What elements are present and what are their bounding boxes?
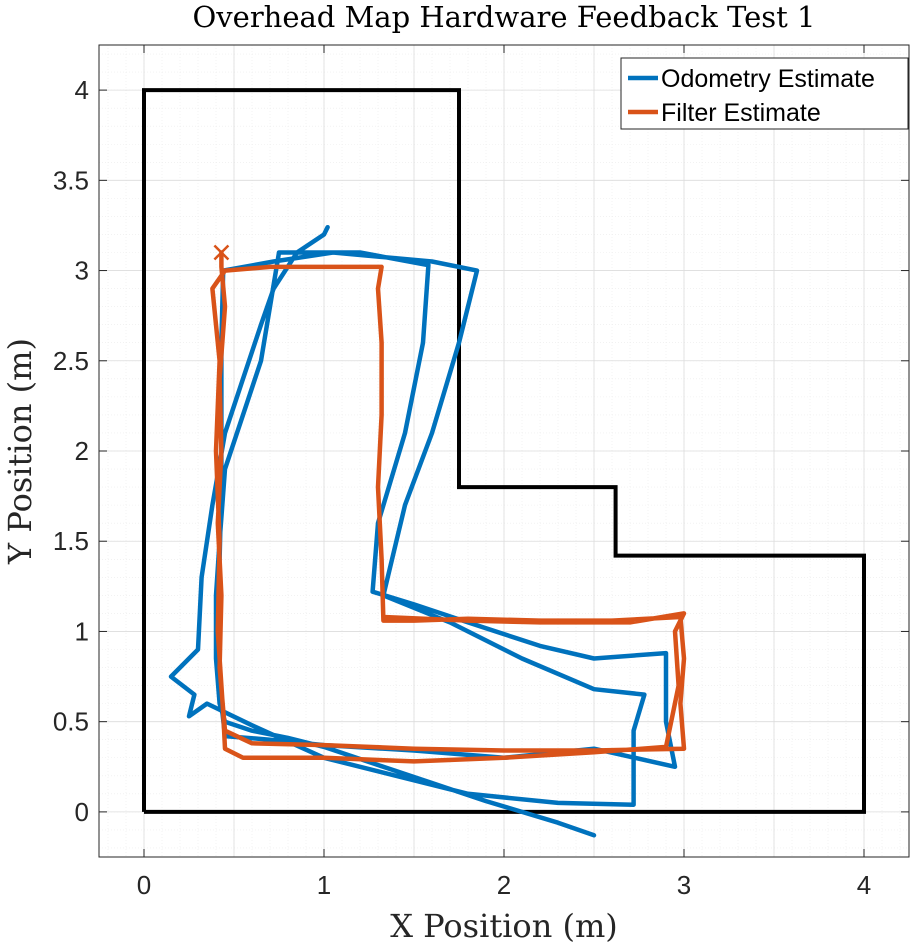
y-tick-label: 1.5 — [53, 526, 89, 556]
filter-estimate-line — [210, 250, 687, 764]
y-tick-label: 2 — [75, 436, 89, 466]
y-tick-label: 3.5 — [53, 165, 89, 195]
y-tick-label: 3 — [75, 256, 89, 286]
end-marker-x-icon — [213, 244, 230, 261]
x-tick-label: 0 — [137, 870, 151, 900]
x-tick-label: 2 — [497, 870, 511, 900]
legend-label: Odometry Estimate — [661, 65, 875, 93]
x-tick-label: 3 — [677, 870, 691, 900]
x-tick-label: 4 — [857, 870, 871, 900]
legend-label: Filter Estimate — [661, 99, 821, 127]
y-tick-label: 1 — [75, 616, 89, 646]
y-tick-label: 2.5 — [53, 346, 89, 376]
chart-title: Overhead Map Hardware Feedback Test 1 — [193, 0, 816, 34]
y-tick-label: 0 — [75, 797, 89, 827]
y-tick-label: 4 — [75, 75, 89, 105]
end-marker-stroke — [213, 244, 230, 261]
x-tick-label: 1 — [317, 870, 331, 900]
x-axis-label: X Position (m) — [390, 907, 618, 945]
y-tick-label: 0.5 — [53, 707, 89, 737]
y-axis-label: Y Position (m) — [1, 338, 39, 565]
legend: Odometry Estimate Filter Estimate — [620, 57, 909, 130]
legend-box — [620, 57, 909, 130]
map-boundary — [142, 88, 866, 814]
